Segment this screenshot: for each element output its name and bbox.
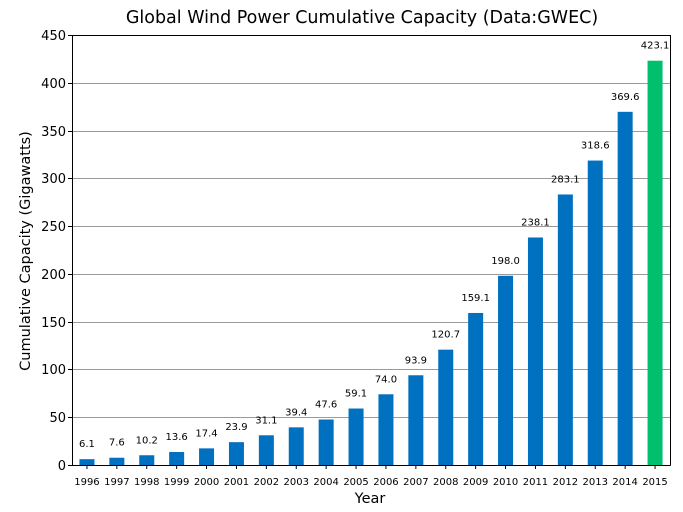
x-tick-label: 1998 [134,477,159,488]
data-label-1998: 10.2 [136,435,158,446]
x-tick-label: 2010 [493,477,518,488]
data-label-2014: 369.6 [611,92,640,103]
bar-1998 [139,455,155,465]
data-label-1997: 7.6 [109,438,125,449]
data-label-2003: 39.4 [285,407,307,418]
bar-2001 [228,442,244,465]
bar-2000 [199,448,215,465]
x-tick-label: 2012 [553,477,578,488]
x-tick-label: 2013 [583,477,608,488]
y-tick-label: 150 [41,316,66,331]
data-label-2007: 93.9 [405,355,427,366]
x-tick-label: 2005 [343,477,368,488]
data-label-2009: 159.1 [461,293,490,304]
y-tick-label: 0 [58,459,66,474]
x-tick-label: 1996 [74,477,99,488]
label-layer: 6.1 7.6 10.2 13.6 17.4 23.9 31.1 39.4 47.6 59.1 74… [79,41,669,450]
y-tick-label: 300 [41,172,66,187]
bar-2010 [498,275,514,465]
data-label-1999: 13.6 [166,432,188,443]
bar-2011 [527,237,543,465]
data-label-2015: 423.1 [641,41,670,52]
grid-layer [72,35,670,418]
x-tick-label: 1997 [104,477,129,488]
x-tick-label: 2006 [373,477,398,488]
bar-2014 [617,111,633,466]
data-label-2006: 74.0 [375,374,397,385]
x-tick-label: 2003 [284,477,309,488]
bar-1996 [79,459,95,465]
chart-title: Global Wind Power Cumulative Capacity (D… [126,8,598,28]
y-tick-label: 450 [41,29,66,44]
bar-2009 [468,312,484,465]
bar-2003 [288,427,304,465]
bar-2004 [318,419,334,465]
data-label-2000: 17.4 [195,428,217,439]
bar-2002 [258,435,274,465]
bar-1997 [109,457,125,465]
x-tick-label: 2002 [254,477,279,488]
y-tick-label: 200 [41,268,66,283]
x-tick-label: 2001 [224,477,249,488]
bar-layer [79,60,663,466]
data-label-2005: 59.1 [345,389,367,400]
x-axis-label: Year [354,491,386,507]
y-tick-label: 100 [41,363,66,378]
y-axis-label: Cumulative Capacity (Gigawatts) [18,131,34,371]
data-label-2004: 47.6 [315,400,337,411]
x-tick-label: 2015 [642,477,667,488]
axes-frame [72,35,671,466]
data-label-2010: 198.0 [491,256,520,267]
bar-2007 [408,375,424,465]
data-label-2008: 120.7 [431,330,460,341]
axis-layer: 0 50 100 150 200 250 300 350 400 450 1996 1997 1998 1… [41,29,671,488]
bar-2006 [378,394,394,465]
bar-2013 [587,160,603,465]
y-tick-label: 400 [41,77,66,92]
bar-1999 [169,452,185,465]
data-label-2013: 318.6 [581,141,610,152]
y-tick-label: 50 [49,411,66,426]
data-label-2001: 23.9 [225,422,247,433]
y-tick-label: 350 [41,125,66,140]
data-label-2002: 31.1 [255,415,277,426]
data-label-2011: 238.1 [521,217,550,228]
x-tick-label: 2011 [523,477,548,488]
bar-2008 [438,349,454,465]
x-tick-label: 2008 [433,477,458,488]
data-label-1996: 6.1 [79,439,95,450]
x-tick-label: 2000 [194,477,219,488]
y-tick-label: 250 [41,220,66,235]
data-label-2012: 283.1 [551,174,580,185]
x-tick-label: 2014 [612,477,637,488]
bar-2012 [557,194,573,465]
x-tick-label: 2004 [313,477,338,488]
x-tick-label: 2009 [463,477,488,488]
bar-2005 [348,408,364,465]
x-tick-label: 2007 [403,477,428,488]
x-tick-label: 1999 [164,477,189,488]
bar-2015 [647,60,663,466]
